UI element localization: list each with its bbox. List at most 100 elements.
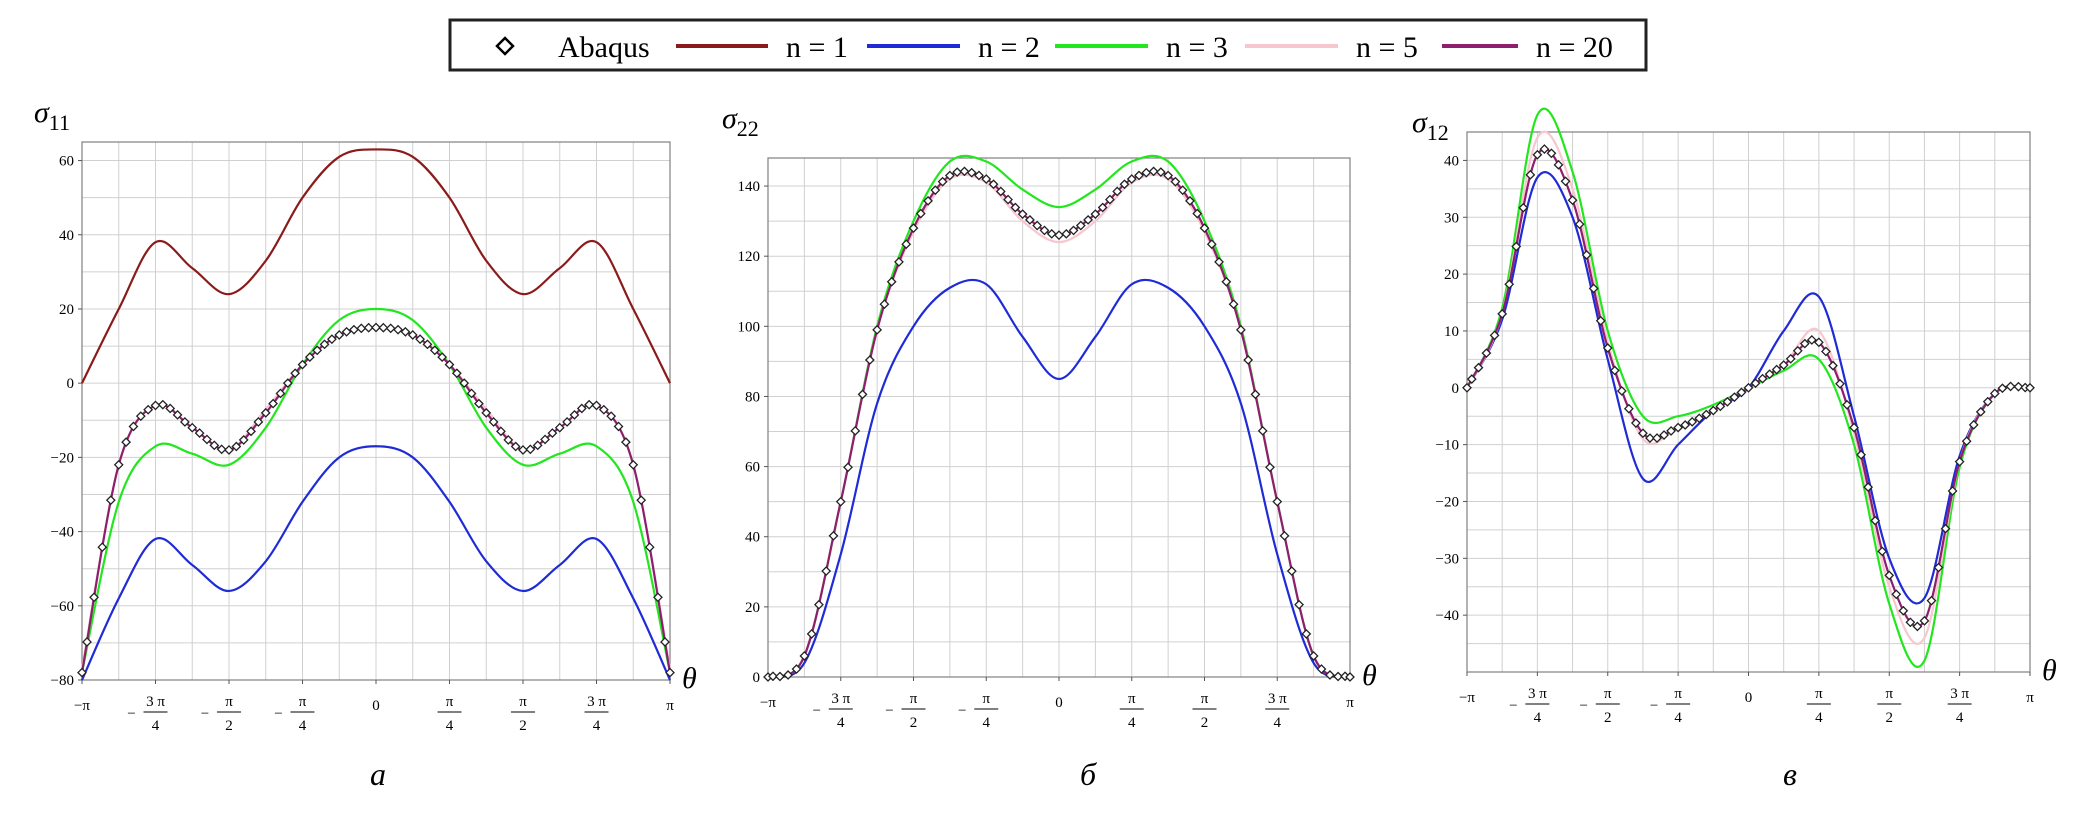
- abaqus-marker: [1177, 185, 1188, 196]
- abaqus-marker: [275, 388, 286, 399]
- abaqus-marker: [1764, 369, 1775, 380]
- y-axis-label: σ11: [34, 96, 70, 135]
- abaqus-marker: [1877, 546, 1888, 557]
- x-tick-label: π2: [511, 694, 535, 734]
- x-tick-label: −π: [1459, 690, 1475, 706]
- svg-text:2: 2: [910, 715, 918, 731]
- legend-entry: n = 5: [1245, 31, 1418, 64]
- y-tick-label: 0: [67, 376, 75, 392]
- x-tick-label: 0: [1745, 690, 1753, 706]
- abaqus-marker: [334, 330, 345, 340]
- svg-text:π: π: [1128, 691, 1136, 707]
- abaqus-marker: [995, 186, 1006, 197]
- x-tick-label: 0: [372, 698, 380, 714]
- abaqus-marker: [1126, 174, 1137, 184]
- abaqus-marker: [814, 599, 824, 610]
- x-axis-label: θ: [2042, 654, 2057, 687]
- abaqus-marker: [503, 435, 514, 445]
- svg-text:3 π: 3 π: [1528, 686, 1547, 702]
- abaqus-marker: [1835, 378, 1845, 389]
- svg-text:π: π: [1815, 686, 1823, 702]
- legend-label: n = 20: [1536, 31, 1613, 64]
- abaqus-marker: [1163, 170, 1174, 181]
- abaqus-marker: [799, 651, 810, 661]
- svg-text:π: π: [910, 691, 918, 707]
- abaqus-marker: [422, 339, 433, 350]
- abaqus-marker: [246, 426, 256, 437]
- abaqus-marker: [1912, 621, 1923, 632]
- abaqus-marker: [1673, 422, 1684, 433]
- abaqus-marker: [179, 417, 190, 427]
- abaqus-marker: [974, 170, 984, 181]
- abaqus-marker: [459, 378, 470, 389]
- svg-text:4: 4: [1128, 715, 1136, 731]
- y-tick-label: 120: [738, 249, 761, 265]
- abaqus-marker: [400, 326, 411, 337]
- abaqus-marker: [1046, 228, 1057, 239]
- abaqus-marker: [1574, 219, 1585, 230]
- y-tick-label: 100: [738, 319, 761, 335]
- svg-text:−: −: [127, 706, 135, 722]
- abaqus-marker: [128, 421, 139, 432]
- abaqus-marker: [1221, 276, 1232, 287]
- abaqus-marker: [290, 368, 301, 379]
- y-axis-label: σ12: [1412, 106, 1449, 145]
- abaqus-marker: [481, 407, 492, 418]
- y-tick-label: −20: [51, 450, 74, 466]
- abaqus-marker: [1017, 209, 1028, 220]
- legend-label: n = 2: [978, 31, 1040, 64]
- abaqus-marker: [598, 404, 609, 415]
- abaqus-marker: [97, 542, 108, 553]
- abaqus-marker: [1792, 345, 1803, 356]
- abaqus-marker: [1757, 373, 1768, 384]
- abaqus-marker: [1588, 283, 1599, 294]
- svg-text:π: π: [225, 694, 233, 710]
- svg-text:4: 4: [593, 718, 601, 734]
- abaqus-marker: [1778, 360, 1789, 370]
- y-tick-label: 30: [1444, 210, 1459, 226]
- abaqus-marker: [1155, 167, 1166, 178]
- abaqus-marker: [1828, 360, 1838, 371]
- abaqus-marker: [1525, 169, 1536, 180]
- abaqus-marker: [268, 398, 279, 409]
- abaqus-marker: [562, 417, 573, 427]
- abaqus-marker: [791, 664, 802, 674]
- svg-text:4: 4: [1274, 715, 1282, 731]
- abaqus-marker: [1799, 338, 1810, 349]
- abaqus-marker: [1609, 365, 1620, 376]
- abaqus-marker: [135, 411, 146, 422]
- abaqus-marker: [209, 440, 220, 451]
- abaqus-marker: [1729, 392, 1740, 403]
- abaqus-marker: [1250, 389, 1261, 400]
- y-tick-label: −30: [1436, 551, 1459, 567]
- legend-entry: Abaqus: [495, 31, 650, 64]
- abaqus-marker: [1325, 670, 1335, 680]
- x-tick-label: −π: [760, 695, 776, 711]
- abaqus-marker: [952, 167, 963, 178]
- abaqus-marker: [1265, 462, 1275, 473]
- legend-diamond-icon: [495, 36, 515, 56]
- x-tick-label: π: [666, 698, 674, 714]
- abaqus-marker: [1097, 202, 1108, 213]
- y-tick-label: 40: [1444, 153, 1459, 169]
- abaqus-marker: [1345, 672, 1355, 682]
- y-tick-label: 0: [1452, 381, 1460, 397]
- abaqus-marker: [415, 334, 426, 345]
- abaqus-marker: [1279, 530, 1290, 541]
- abaqus-marker: [143, 404, 154, 415]
- x-axis-label: θ: [682, 662, 697, 695]
- abaqus-marker: [319, 339, 330, 350]
- abaqus-marker: [1933, 562, 1944, 573]
- abaqus-marker: [821, 566, 832, 576]
- x-axis-label: θ: [1362, 659, 1377, 692]
- svg-text:4: 4: [1815, 710, 1823, 726]
- abaqus-marker: [444, 359, 455, 370]
- abaqus-marker: [775, 671, 785, 682]
- abaqus-marker: [1112, 186, 1123, 197]
- svg-text:3 π: 3 π: [831, 691, 850, 707]
- x-tick-label: π2: [1877, 686, 1902, 726]
- abaqus-marker: [253, 417, 264, 427]
- series-line-n=1: [81, 148, 671, 384]
